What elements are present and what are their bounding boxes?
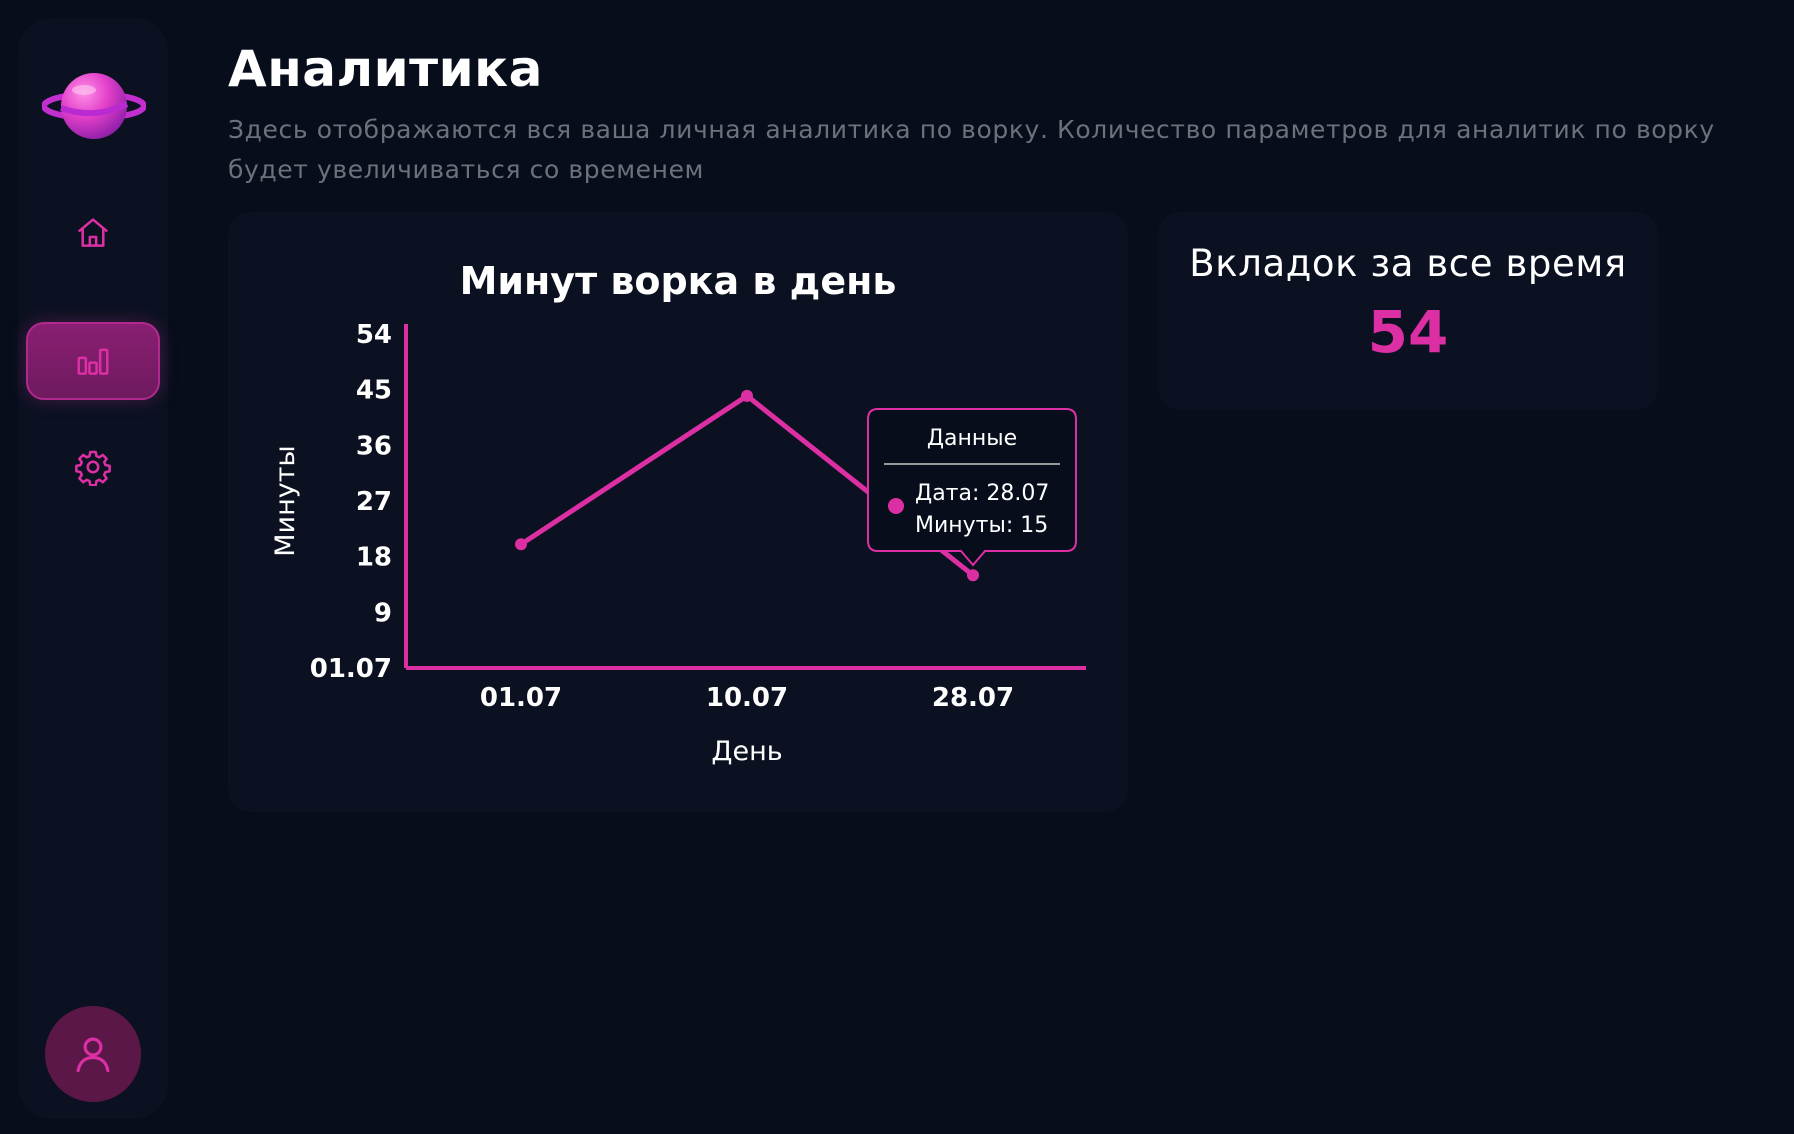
minutes-line-chart: Минут ворка в день 01.07 9 18 27 36 45 54 01.07 1…	[270, 259, 1086, 767]
sidebar-item-settings[interactable]	[26, 428, 160, 506]
tooltip-date: Дата: 28.07	[915, 481, 1049, 506]
x-tick-label: 01.07	[480, 683, 562, 713]
data-point	[741, 389, 753, 402]
x-tick-label: 28.07	[932, 683, 1014, 713]
sidebar-item-home[interactable]	[26, 194, 160, 272]
tabs-total-value: 54	[1367, 298, 1449, 366]
tabs-total-title: Вкладок за все время	[1189, 242, 1627, 285]
chart-title: Минут ворка в день	[460, 259, 897, 303]
sidebar	[18, 18, 168, 1119]
y-tick-label: 45	[356, 376, 392, 406]
profile-button[interactable]	[45, 1006, 141, 1102]
bar-chart-icon	[77, 348, 109, 375]
user-icon	[76, 1037, 110, 1073]
planet-logo-icon[interactable]	[41, 60, 147, 150]
home-icon	[77, 218, 109, 247]
sidebar-item-analytics[interactable]	[26, 322, 160, 400]
y-tick-label: 54	[356, 320, 392, 350]
data-point	[515, 538, 527, 551]
y-tick-label: 01.07	[310, 654, 392, 684]
tooltip-title: Данные	[927, 426, 1017, 451]
page-title: Аналитика	[228, 40, 543, 98]
x-axis-label: День	[711, 736, 782, 767]
y-tick-label: 18	[356, 543, 392, 573]
gear-icon	[75, 450, 111, 486]
x-tick-label: 10.07	[706, 683, 788, 713]
tooltip-series-marker	[888, 498, 904, 514]
tabs-total-card: Вкладок за все время 54	[1158, 212, 1658, 410]
page-description: Здесь отображаются вся ваша личная анали…	[228, 115, 1715, 184]
y-tick-label: 36	[356, 431, 392, 461]
minutes-chart-card: Минут ворка в день 01.07 9 18 27 36 45 54 01.07 1…	[228, 212, 1128, 812]
tooltip-value: Минуты: 15	[915, 513, 1048, 538]
y-tick-label: 9	[374, 598, 392, 628]
y-axis-label: Минуты	[270, 445, 301, 557]
data-point	[967, 569, 979, 582]
tooltip-box	[867, 408, 1077, 567]
y-tick-label: 27	[356, 487, 392, 517]
